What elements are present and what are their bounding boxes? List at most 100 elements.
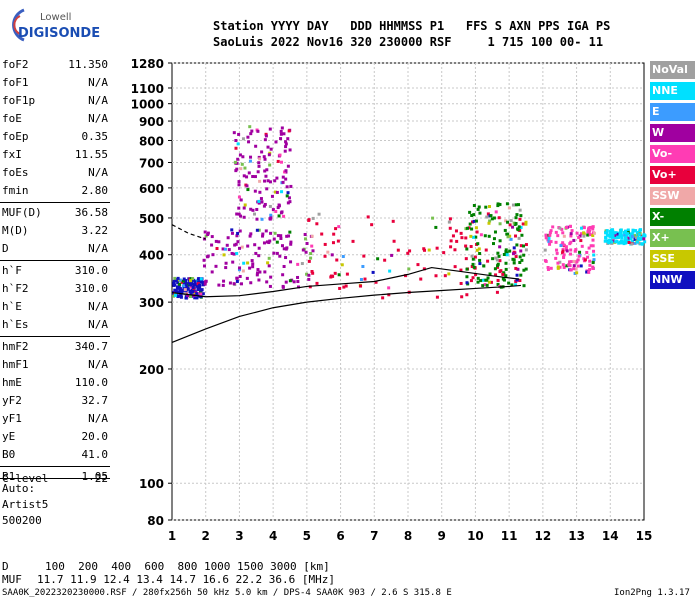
echo-point — [237, 206, 241, 210]
echo-point — [473, 255, 477, 259]
echo-point — [269, 147, 273, 151]
echo-point — [504, 248, 508, 252]
echo-point — [621, 240, 625, 244]
echo-point — [478, 211, 482, 215]
echo-point — [174, 279, 178, 283]
echo-point — [556, 234, 560, 238]
echo-point — [554, 256, 558, 260]
echo-point — [280, 126, 284, 130]
echo-point — [448, 226, 452, 230]
echo-point — [235, 252, 239, 256]
echo-point — [282, 264, 286, 268]
echo-point — [449, 239, 453, 243]
echo-point — [273, 190, 277, 194]
echo-point — [496, 251, 500, 255]
echo-point — [631, 230, 635, 234]
echo-point — [202, 258, 206, 262]
echo-point — [272, 251, 276, 255]
param-name: h`Es — [2, 318, 29, 331]
legend-item: NNE — [650, 82, 695, 100]
echo-point — [555, 248, 559, 252]
echo-point — [234, 242, 238, 246]
echo-point — [188, 290, 192, 294]
echo-point — [618, 234, 622, 238]
echo-point — [176, 281, 180, 285]
echo-band — [543, 224, 596, 275]
echo-point — [503, 228, 507, 232]
echo-point — [496, 278, 500, 282]
echo-point — [574, 260, 578, 264]
echo-band — [465, 202, 528, 289]
echo-point — [176, 276, 180, 280]
echo-point — [342, 285, 346, 289]
echo-point — [232, 282, 236, 286]
param-name: foE — [2, 112, 22, 125]
echo-point — [178, 278, 182, 282]
echo-point — [235, 276, 239, 280]
x-tick-label: 6 — [336, 529, 344, 543]
echo-point — [303, 237, 307, 241]
echo-point — [242, 206, 246, 210]
echo-point — [574, 267, 578, 271]
echo-point — [341, 255, 345, 259]
echo-point — [579, 232, 583, 236]
echo-point — [561, 251, 565, 255]
echo-point — [269, 213, 273, 217]
echo-point — [288, 230, 292, 234]
echo-point — [387, 286, 391, 290]
echo-point — [514, 234, 518, 238]
echo-point — [279, 137, 283, 141]
echo-point — [524, 222, 528, 226]
echo-point — [263, 202, 267, 206]
header-line2: SaoLuis 2022 Nov16 320 230000 RSF 1 715 … — [213, 35, 604, 49]
echo-point — [279, 211, 283, 215]
echo-point — [391, 219, 395, 223]
echo-point — [569, 234, 573, 238]
echo-point — [524, 267, 528, 271]
echo-point — [173, 292, 177, 296]
echo-point — [198, 283, 202, 287]
echo-point — [271, 208, 275, 212]
echo-point — [501, 272, 505, 276]
echo-point — [331, 274, 335, 278]
echo-point — [284, 280, 288, 284]
y-tick-label: 1280 — [131, 57, 164, 71]
echo-point — [248, 159, 252, 163]
param-value: 0.35 — [81, 130, 109, 143]
x-tick-label: 3 — [235, 529, 243, 543]
echo-point — [551, 225, 555, 229]
echo-point — [613, 231, 617, 235]
echo-point — [184, 279, 188, 283]
echo-point — [474, 272, 478, 276]
echo-point — [267, 153, 271, 157]
x-tick-label: 13 — [568, 529, 585, 543]
echo-point — [172, 294, 176, 298]
echo-point — [491, 257, 495, 261]
echo-point — [511, 225, 515, 229]
logo: Lowell DIGISONDE — [4, 6, 104, 46]
echo-point — [336, 239, 340, 243]
y-tick-label: 600 — [139, 182, 164, 196]
echo-point — [548, 231, 552, 235]
param-name: B1 — [2, 470, 16, 483]
echo-point — [248, 125, 252, 129]
echo-point — [262, 155, 266, 159]
echo-point — [478, 258, 482, 262]
echo-point — [517, 225, 521, 229]
echo-point — [280, 244, 284, 248]
echo-point — [572, 259, 576, 263]
echo-point — [266, 179, 270, 183]
x-tick-label: 11 — [501, 529, 518, 543]
echo-point — [225, 243, 229, 247]
echo-point — [489, 280, 493, 284]
echo-point — [221, 247, 225, 251]
echo-point — [565, 264, 569, 268]
echo-point — [359, 277, 363, 281]
echo-point — [569, 232, 573, 236]
param-row: foF1 N/A — [2, 76, 108, 94]
echo-point — [223, 247, 227, 251]
echo-point — [434, 274, 438, 278]
echo-point — [506, 220, 510, 224]
echo-point — [403, 274, 407, 278]
echo-point — [556, 266, 560, 270]
